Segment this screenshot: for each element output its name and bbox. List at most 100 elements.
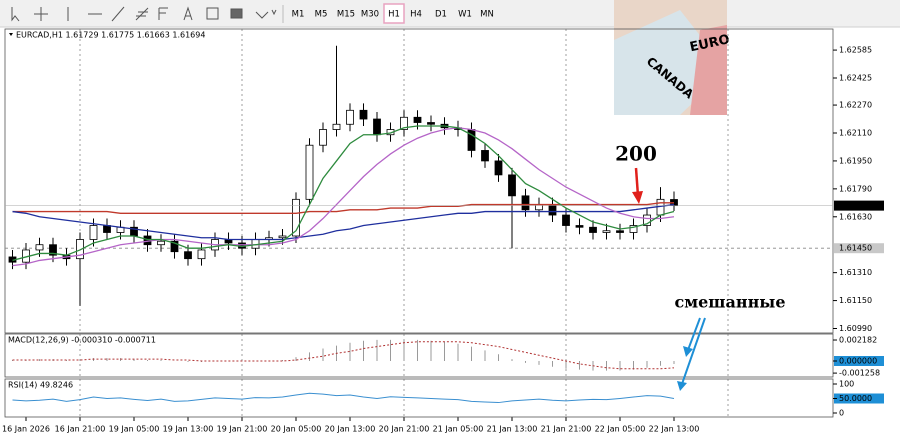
x-tick-label: 21 Jan 21:00 — [541, 425, 592, 434]
trendline-icon[interactable] — [111, 6, 125, 22]
x-tick-label: 20 Jan 21:00 — [379, 425, 430, 434]
moving-average — [12, 127, 675, 267]
timeframe-button[interactable]: H4 — [410, 10, 422, 20]
channel-icon[interactable] — [135, 7, 149, 21]
candle-body — [508, 174, 516, 197]
current-price-label: 1.61694 — [839, 201, 872, 210]
candle-body — [562, 214, 570, 226]
timeframe-active[interactable] — [383, 3, 405, 24]
annotation-text: смешанные — [674, 293, 785, 312]
y-tick-label: 1.61950 — [839, 156, 872, 165]
toolbar-icons — [11, 6, 277, 22]
y-tick-highlight — [834, 356, 884, 366]
annotation-arrow — [687, 317, 701, 351]
x-tick-label: 21 Jan 13:00 — [487, 425, 538, 434]
x-tick-label: 20 Jan 05:00 — [271, 425, 322, 434]
panel-title: RSI(14) 49.8246 — [8, 381, 73, 390]
timeframe-button[interactable]: M1 — [292, 10, 305, 20]
toolbar — [0, 0, 900, 27]
moving-average — [12, 203, 675, 241]
candle-body — [346, 109, 354, 125]
timeframe-button[interactable]: M15 — [337, 10, 355, 20]
arrows-icon[interactable] — [255, 9, 277, 19]
annotation-text: 200 — [615, 142, 657, 166]
candle-body — [184, 251, 192, 260]
candle-body — [521, 195, 530, 211]
timeframe-button[interactable]: MN — [480, 10, 494, 20]
timeframe-button[interactable]: W1 — [458, 10, 472, 20]
candle-body — [332, 123, 341, 130]
candle-body — [373, 118, 381, 136]
crosshair-icon[interactable] — [34, 7, 48, 21]
indicator-line — [12, 392, 675, 404]
y-tick-label: 0.000000 — [839, 357, 877, 366]
title-marker — [9, 33, 13, 36]
candle-body — [481, 150, 489, 162]
annotation-arrow — [634, 167, 640, 197]
annotation-arrowhead — [683, 346, 693, 357]
annotation-arrowhead — [677, 381, 687, 391]
x-tick-label: 21 Jan 05:00 — [433, 425, 484, 434]
cursor-icon[interactable] — [11, 7, 20, 22]
y-tick-highlight — [834, 393, 884, 404]
timeframe-button[interactable]: H1 — [388, 10, 400, 20]
candle-body — [589, 226, 597, 233]
candle-body — [170, 240, 179, 253]
candle-body — [400, 116, 408, 130]
candle-body — [494, 160, 503, 176]
y-tick-label: 100 — [839, 380, 854, 389]
candle-body — [427, 122, 435, 125]
candle-body — [319, 129, 327, 146]
x-tick-label: 20 Jan 13:00 — [325, 425, 376, 434]
candle-body — [602, 230, 611, 233]
moving-average — [12, 202, 674, 214]
y-tick-label: 0 — [839, 409, 844, 418]
candle-body — [359, 109, 368, 120]
label-icon[interactable] — [206, 7, 219, 20]
level-label: 1.61450 — [839, 244, 872, 253]
y-tick-label: 50.0000 — [839, 394, 872, 403]
y-tick-label: 1.61310 — [839, 268, 872, 277]
timeframe-button[interactable]: M30 — [361, 10, 379, 20]
fibo-icon[interactable] — [158, 7, 168, 20]
candle-body — [413, 116, 422, 123]
candle-body — [89, 225, 98, 240]
annotation-arrowhead — [632, 191, 643, 204]
timeframe-button[interactable]: D1 — [435, 10, 447, 20]
candle-body — [35, 244, 44, 251]
current-price-bg — [834, 200, 884, 211]
shape-icon[interactable] — [230, 8, 243, 19]
candle-body — [616, 230, 624, 233]
candle-body — [49, 244, 57, 256]
y-tick-label: 1.62585 — [839, 46, 872, 55]
y-tick-label: 1.61630 — [839, 212, 872, 221]
y-tick-label: 1.61790 — [839, 184, 872, 193]
timeframe-button[interactable]: M5 — [315, 10, 328, 20]
x-tick-label: 16 Jan 2026 — [2, 425, 50, 434]
y-tick-label: 1.61150 — [839, 296, 872, 305]
y-tick-label: 1.62110 — [839, 128, 872, 137]
panel-frame — [4, 28, 834, 334]
x-tick-label: 19 Jan 05:00 — [109, 425, 160, 434]
photo-banknote — [690, 25, 727, 115]
x-tick-label: 19 Jan 21:00 — [217, 425, 268, 434]
text-icon[interactable] — [183, 6, 193, 21]
candle-body — [197, 249, 206, 260]
candle-body — [467, 129, 476, 151]
y-tick-label: 1.62270 — [839, 101, 872, 110]
candle-body — [292, 198, 300, 237]
panel-frame — [4, 333, 834, 378]
annotation-arrow — [681, 317, 706, 385]
y-tick-label: 1.62425 — [839, 74, 872, 83]
candle-body — [305, 144, 314, 200]
x-tick-label: 22 Jan 05:00 — [595, 425, 646, 434]
candle-body — [278, 235, 287, 239]
panel-title: EURCAD,H1 1.61729 1.61775 1.61663 1.6169… — [16, 31, 205, 40]
candle-body — [548, 204, 557, 216]
x-tick-label: 22 Jan 13:00 — [649, 425, 700, 434]
candle-body — [629, 225, 638, 233]
y-tick-label: 0.002182 — [839, 336, 877, 345]
